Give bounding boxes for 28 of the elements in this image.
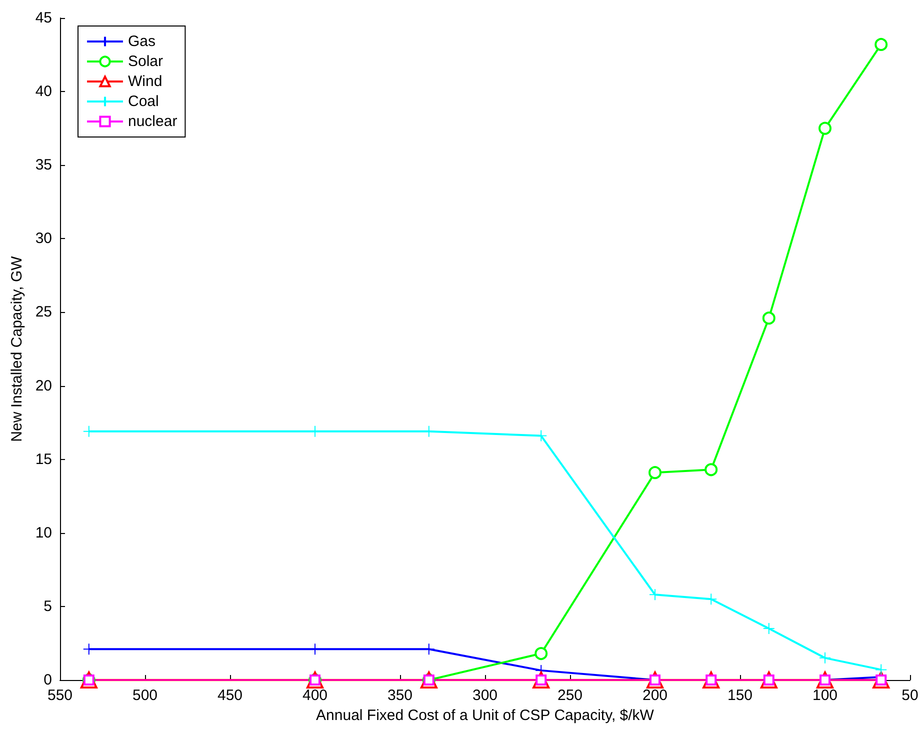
y-tick-label: 40 <box>35 83 52 100</box>
x-axis-title: Annual Fixed Cost of a Unit of CSP Capacity, $/kW <box>316 706 655 724</box>
legend-label: nuclear <box>128 113 178 130</box>
legend-label: Solar <box>128 53 164 70</box>
y-tick-label: 35 <box>35 156 52 174</box>
y-tick-label: 30 <box>35 230 52 248</box>
x-tick-label: 100 <box>812 687 838 704</box>
y-tick-label: 15 <box>35 450 52 468</box>
legend-label: Gas <box>128 33 156 50</box>
y-tick-label: 25 <box>35 304 52 321</box>
x-tick-label: 400 <box>302 687 328 704</box>
x-tick-label: 300 <box>472 687 498 704</box>
x-tick-label: 500 <box>132 687 158 704</box>
legend-label: Coal <box>128 93 159 110</box>
y-tick-label: 45 <box>35 10 52 26</box>
x-tick-label: 50 <box>902 687 918 704</box>
x-tick-label: 350 <box>387 687 413 704</box>
y-tick-label: 5 <box>44 598 52 615</box>
legend-label: Wind <box>128 73 162 90</box>
y-tick-label: 10 <box>35 524 52 542</box>
y-tick-label: 20 <box>35 377 52 394</box>
x-tick-label: 550 <box>47 687 73 704</box>
y-tick-label: 0 <box>44 672 52 688</box>
x-tick-label: 150 <box>727 687 753 704</box>
y-axis-title: New Installed Capacity, GW <box>8 255 26 442</box>
x-tick-label: 250 <box>557 687 583 704</box>
x-tick-label: 450 <box>217 687 243 704</box>
x-tick-label: 200 <box>642 687 668 704</box>
